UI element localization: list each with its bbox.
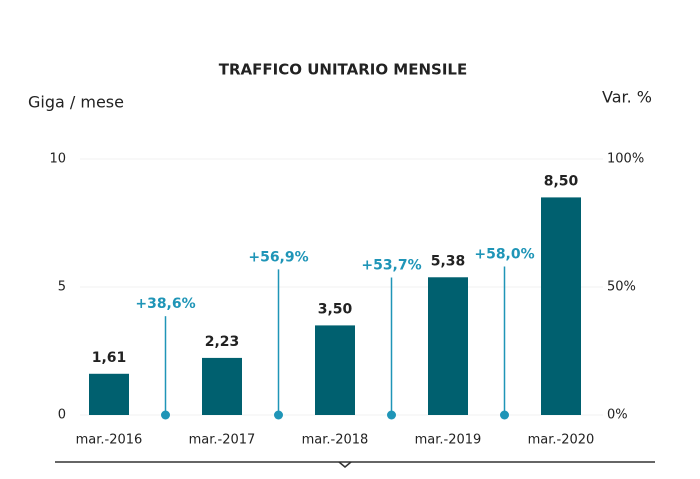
y-tick-label: 5 [58, 280, 66, 295]
variation-label: +56,9% [248, 249, 308, 265]
y-axis-label: Giga / mese [28, 93, 124, 112]
y2-tick-label: 0% [607, 408, 628, 423]
variation-label: +53,7% [361, 258, 421, 274]
x-tick-label: mar.-2016 [76, 433, 143, 448]
y2-tick-label: 50% [607, 280, 636, 295]
bar [428, 277, 468, 415]
x-tick-label: mar.-2019 [415, 433, 482, 448]
value-label: 1,61 [92, 350, 127, 366]
value-label: 8,50 [544, 173, 579, 189]
bar [202, 357, 242, 415]
bar [541, 197, 581, 415]
value-label: 5,38 [431, 253, 466, 269]
value-label: 2,23 [205, 334, 240, 350]
x-tick-label: mar.-2017 [189, 433, 256, 448]
variation-label: +58,0% [474, 247, 534, 263]
bar [89, 373, 129, 415]
x-tick-label: mar.-2020 [528, 433, 595, 448]
lollipop-dot [161, 410, 170, 420]
y-tick-label: 0 [58, 408, 66, 423]
lollipop-dot [274, 410, 283, 420]
y-tick-label: 10 [49, 152, 66, 167]
value-label: 3,50 [318, 301, 353, 317]
lollipop-dot [387, 410, 396, 420]
rule-notch [338, 461, 352, 468]
chart-title: TRAFFICO UNITARIO MENSILE [219, 61, 467, 79]
y2-axis-label: Var. % [602, 88, 652, 107]
y2-tick-label: 100% [607, 152, 644, 167]
x-tick-label: mar.-2018 [302, 433, 369, 448]
bar [315, 325, 355, 415]
variation-label: +38,6% [135, 296, 195, 312]
lollipop-dot [500, 410, 509, 420]
